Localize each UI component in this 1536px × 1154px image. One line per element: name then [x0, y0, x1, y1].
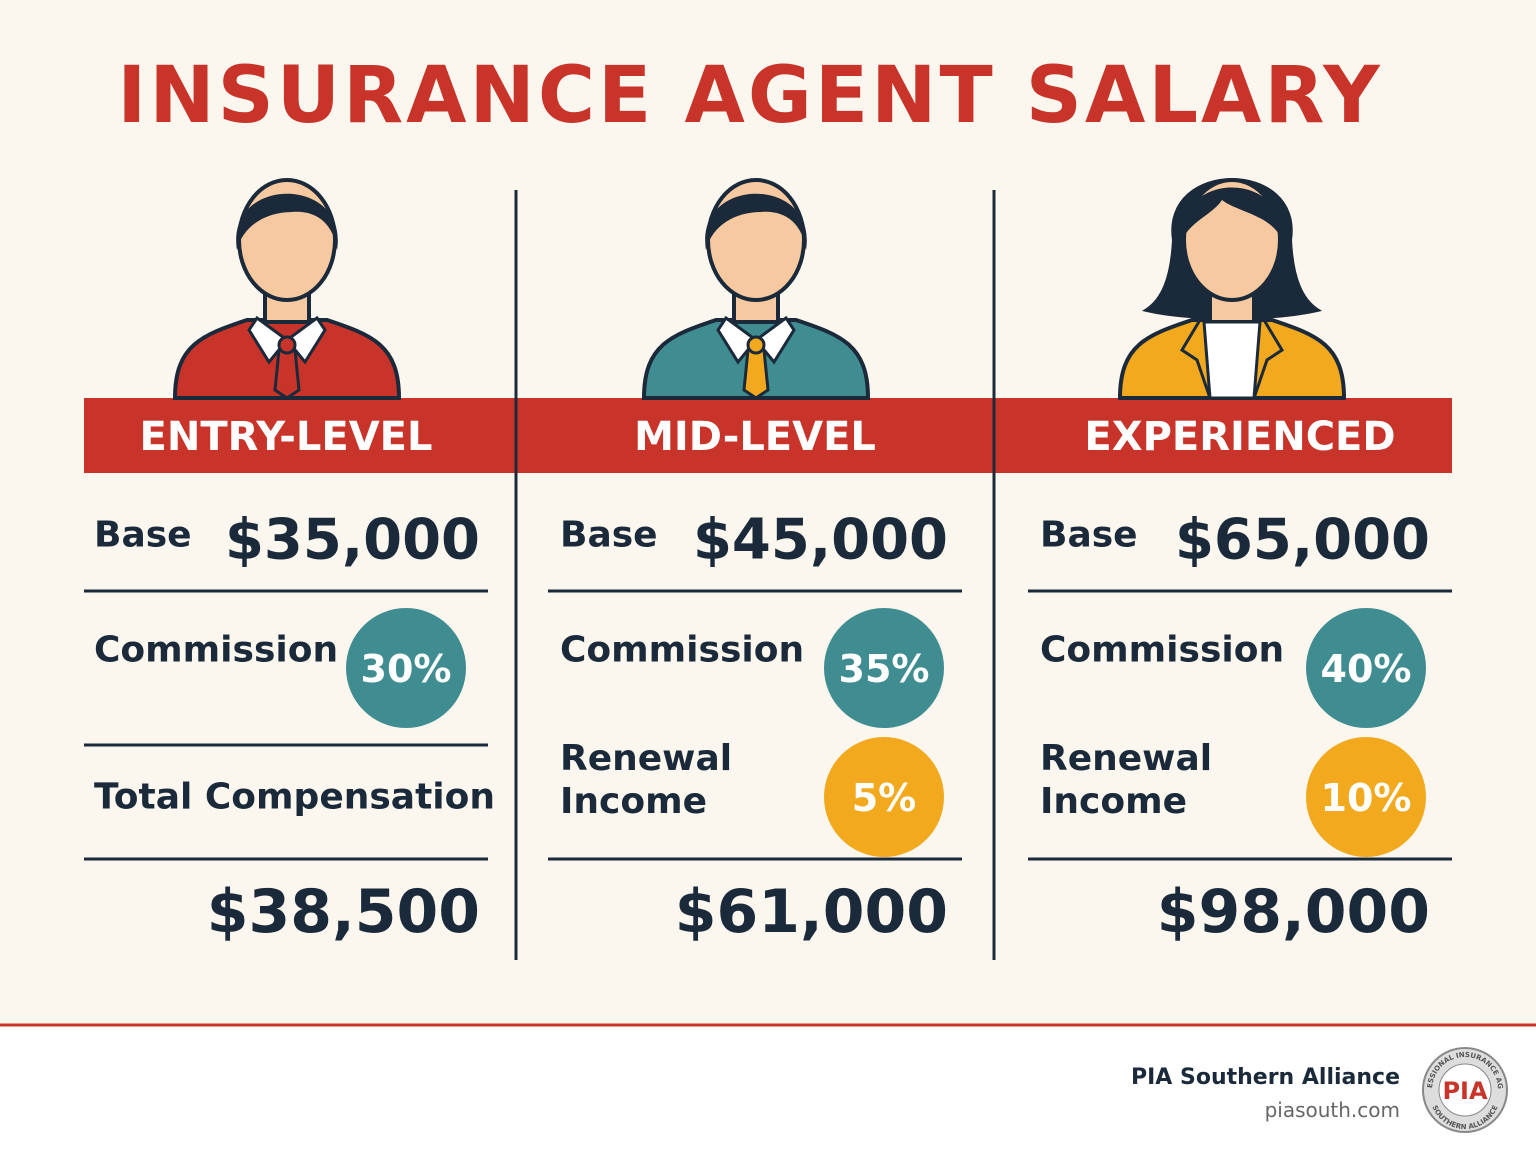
- total-value: $61,000: [674, 877, 948, 947]
- logo-mark: PIA: [1442, 1077, 1488, 1105]
- org: PIA Southern Alliance: [1130, 1064, 1400, 1090]
- renewal-value: 10%: [1320, 776, 1412, 821]
- base-label: Base: [560, 514, 658, 556]
- base-label: Base: [94, 514, 192, 556]
- knot: [277, 335, 297, 355]
- commission-value: 30%: [360, 647, 452, 692]
- total-value: $38,500: [206, 877, 480, 947]
- total-label: Total Compensation: [94, 776, 495, 818]
- level-label: MID-LEVEL: [634, 414, 876, 460]
- commission-value: 35%: [838, 647, 930, 692]
- renewal-label: Renewal Income: [1040, 737, 1213, 822]
- knot: [746, 335, 766, 355]
- renewal-label: Renewal Income: [560, 737, 733, 822]
- hair: [236, 193, 338, 250]
- renewal-badge: [824, 737, 944, 857]
- base-label: Base: [1040, 514, 1138, 556]
- banner: [84, 398, 1452, 473]
- total-value: $98,000: [1156, 877, 1430, 947]
- url: piasouth.com: [1264, 1098, 1400, 1122]
- commission-label: Commission: [94, 629, 339, 671]
- level-label: ENTRY-LEVEL: [139, 414, 433, 460]
- blouse: [1202, 320, 1262, 400]
- level-label: EXPERIENCED: [1084, 414, 1396, 460]
- lapel: [1252, 319, 1285, 399]
- commission-label: Commission: [560, 629, 805, 671]
- footer-bg: [0, 1025, 1536, 1154]
- hair: [705, 193, 807, 250]
- commission-label: Commission: [1040, 629, 1285, 671]
- base-value: $65,000: [1174, 507, 1430, 573]
- collar: [247, 315, 290, 365]
- collar: [716, 315, 759, 365]
- commission-badge: [824, 608, 944, 728]
- renewal-value: 5%: [851, 776, 917, 821]
- collar: [284, 315, 327, 365]
- commission-badge: [346, 608, 466, 728]
- lapel: [1179, 319, 1212, 399]
- base-value: $35,000: [224, 507, 480, 573]
- base-value: $45,000: [692, 507, 948, 573]
- rules: [84, 589, 1452, 861]
- hair: [1181, 187, 1283, 240]
- commission-badge: [1306, 608, 1426, 728]
- people: [172, 178, 1426, 857]
- collar: [753, 315, 796, 365]
- logo-center: [1438, 1063, 1492, 1117]
- renewal-badge: [1306, 737, 1426, 857]
- commission-value: 40%: [1320, 647, 1412, 692]
- title: INSURANCE AGENT SALARY: [117, 51, 1383, 142]
